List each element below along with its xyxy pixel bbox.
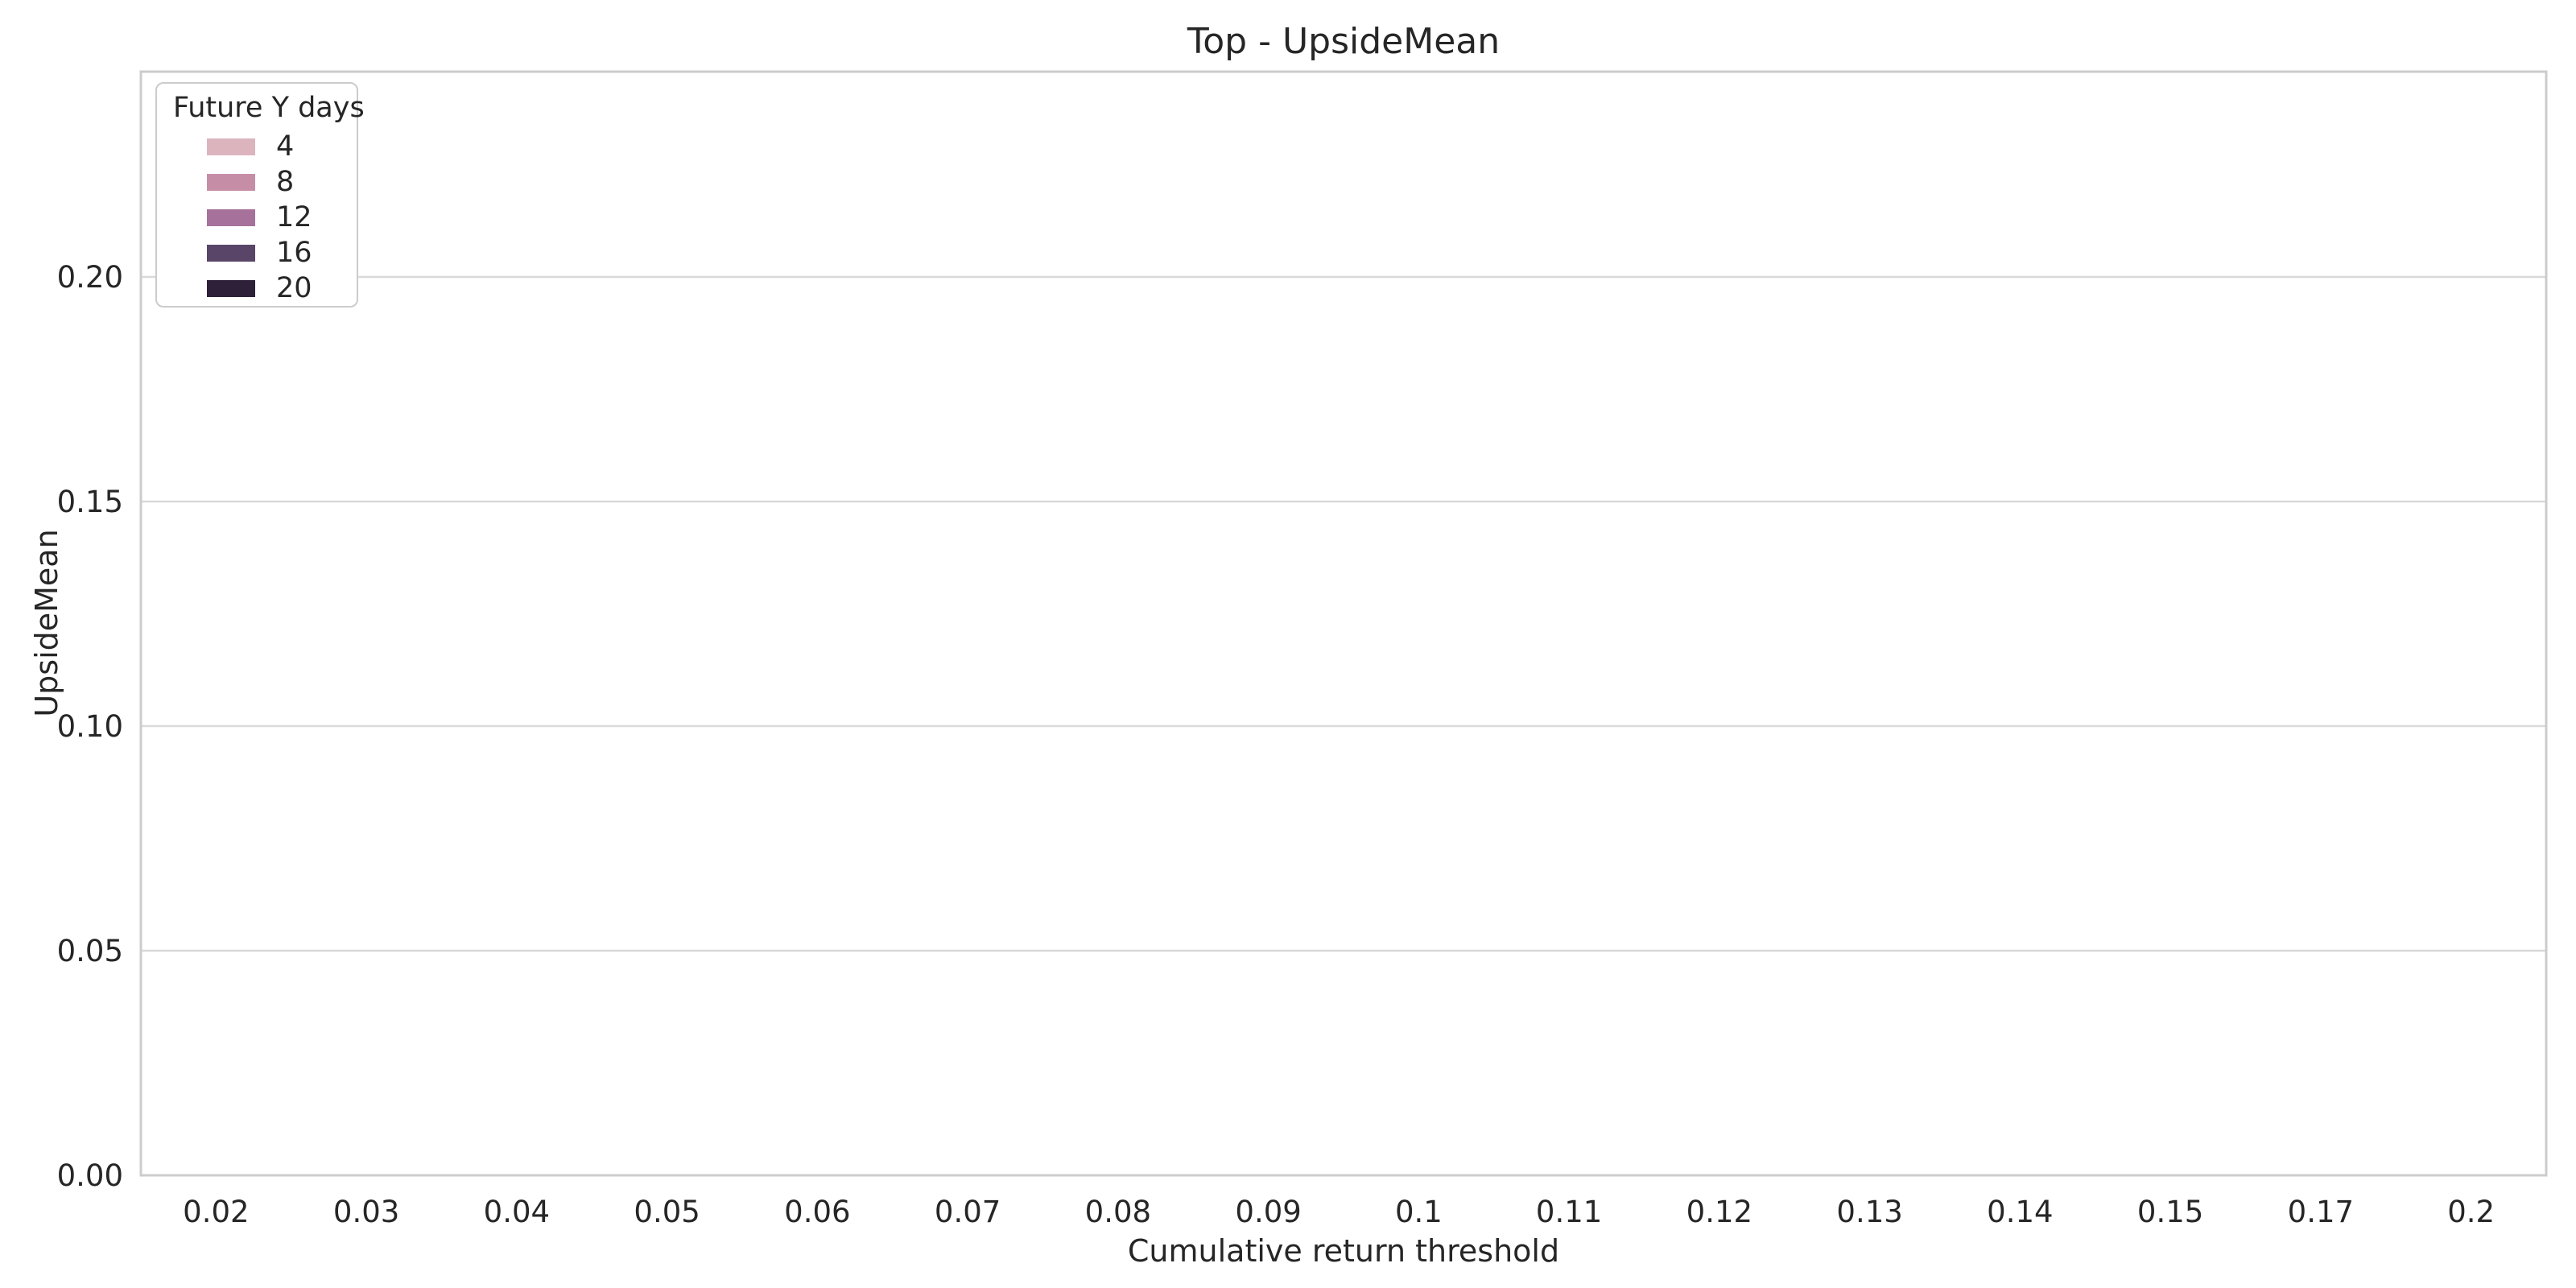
- x-tick-label: 0.04: [484, 1195, 550, 1229]
- x-tick-label: 0.15: [2137, 1195, 2203, 1229]
- x-tick-label: 0.08: [1085, 1195, 1151, 1229]
- legend-entry: 8: [157, 164, 357, 200]
- x-tick-label: 0.14: [1987, 1195, 2053, 1229]
- y-tick-label: 0.10: [57, 709, 123, 744]
- legend-swatch: [207, 279, 255, 297]
- legend: Future Y days 4 8 12 16 20: [155, 82, 365, 308]
- legend-swatch: [207, 208, 255, 226]
- x-tick-label: 0.07: [935, 1195, 1001, 1229]
- x-tick-label: 0.03: [333, 1195, 399, 1229]
- x-tick-label: 0.17: [2288, 1195, 2354, 1229]
- legend-swatch: [207, 244, 255, 262]
- x-tick-label: 0.1: [1395, 1195, 1443, 1229]
- plot-border: [139, 70, 2548, 1177]
- legend-entry: 16: [157, 235, 357, 270]
- y-tick-label: 0.00: [57, 1158, 123, 1193]
- x-axis-label: Cumulative return threshold: [1127, 1233, 1560, 1269]
- x-tick-label: 0.06: [784, 1195, 850, 1229]
- legend-entry-label: 12: [276, 201, 312, 233]
- y-tick-label: 0.05: [57, 934, 123, 968]
- legend-entry: 12: [157, 200, 357, 235]
- y-axis-label: UpsideMean: [29, 529, 64, 717]
- x-tick-label: 0.09: [1235, 1195, 1301, 1229]
- legend-title: Future Y days: [173, 92, 365, 124]
- legend-entries: 4 8 12 16 20: [157, 129, 357, 306]
- x-tick-label: 0.02: [183, 1195, 249, 1229]
- x-tick-label: 0.05: [634, 1195, 700, 1229]
- legend-entry: 4: [157, 129, 357, 164]
- y-tick-label: 0.20: [57, 260, 123, 295]
- legend-swatch: [207, 138, 255, 155]
- x-tick-label: 0.13: [1836, 1195, 1902, 1229]
- x-tick-label: 0.12: [1686, 1195, 1752, 1229]
- legend-entry-label: 16: [276, 237, 312, 269]
- legend-entry-label: 8: [276, 166, 295, 198]
- legend-entry: 20: [157, 270, 357, 306]
- chart-title: Top - UpsideMean: [1187, 21, 1501, 62]
- x-tick-label: 0.2: [2447, 1195, 2495, 1229]
- x-tick-label: 0.11: [1536, 1195, 1602, 1229]
- y-tick-label: 0.15: [57, 485, 123, 519]
- legend-swatch: [207, 173, 255, 191]
- legend-entry-label: 20: [276, 272, 312, 304]
- legend-entry-label: 4: [276, 130, 295, 163]
